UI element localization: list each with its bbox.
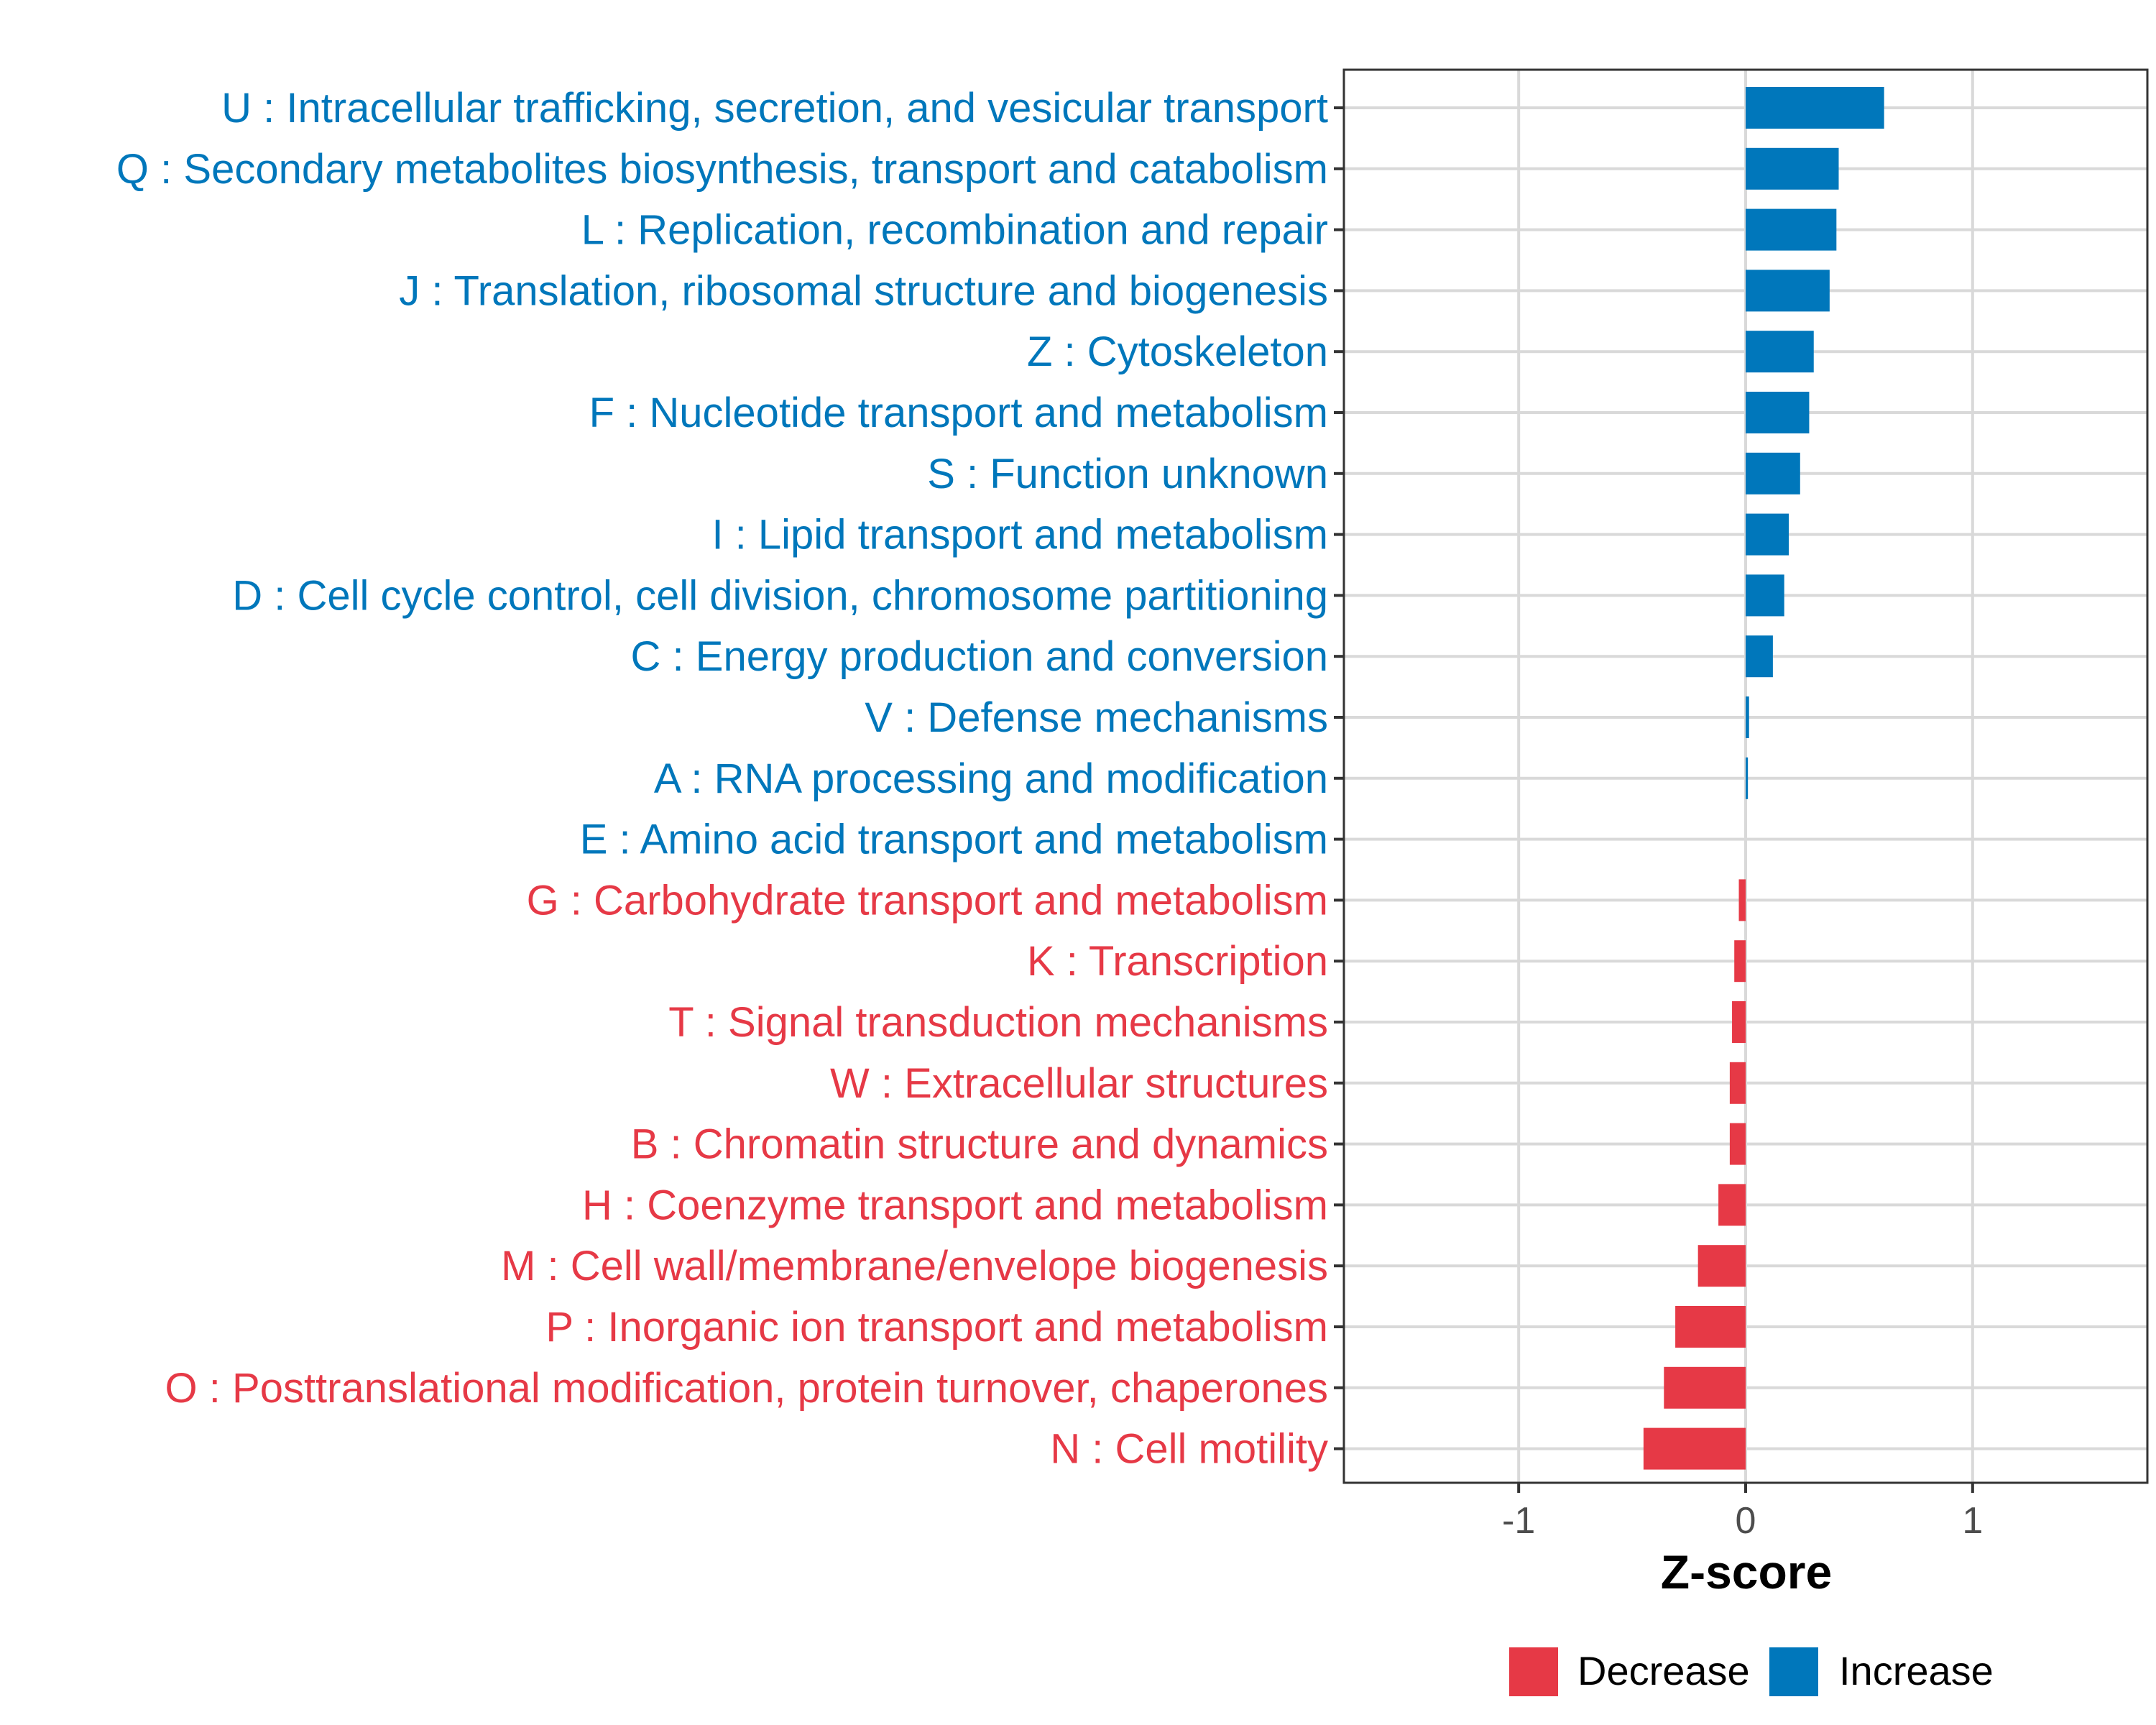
bar [1729, 1123, 1746, 1165]
x-axis-ticks: -1 0 1 [1502, 1483, 1983, 1542]
category-label: A : RNA processing and modification [654, 755, 1328, 802]
x-tick-label: 1 [1962, 1500, 1983, 1542]
x-tick-label: 0 [1736, 1500, 1756, 1542]
bar [1746, 696, 1749, 738]
bar [1746, 513, 1789, 556]
legend-swatch-increase [1769, 1647, 1818, 1696]
bar [1746, 574, 1784, 617]
bar [1738, 879, 1746, 921]
bar [1746, 270, 1830, 312]
bar [1643, 1427, 1746, 1470]
category-label: O : Posttranslational modification, prot… [165, 1365, 1328, 1412]
bar [1746, 757, 1749, 799]
legend: Decrease Increase [1509, 1647, 1994, 1696]
category-label: N : Cell motility [1050, 1426, 1328, 1473]
category-label: W : Extracellular structures [830, 1060, 1328, 1107]
category-label: B : Chromatin structure and dynamics [631, 1121, 1328, 1168]
legend-swatch-decrease [1509, 1647, 1558, 1696]
bar [1746, 208, 1837, 251]
bar [1697, 1245, 1746, 1287]
x-axis-title: Z-score [1661, 1545, 1832, 1598]
category-label: C : Energy production and conversion [631, 633, 1328, 680]
plot-area [1342, 68, 2149, 1484]
bar [1746, 452, 1800, 494]
category-label: P : Inorganic ion transport and metaboli… [545, 1304, 1328, 1351]
x-tick-label: -1 [1502, 1500, 1535, 1542]
category-label: K : Transcription [1027, 938, 1328, 985]
category-label: M : Cell wall/membrane/envelope biogenes… [501, 1243, 1328, 1289]
legend-label-increase: Increase [1839, 1648, 1994, 1693]
category-label: V : Defense mechanisms [865, 694, 1328, 741]
legend-label-decrease: Decrease [1577, 1648, 1750, 1693]
category-label: U : Intracellular trafficking, secretion… [221, 85, 1328, 132]
bar [1675, 1306, 1746, 1348]
bar [1718, 1184, 1746, 1226]
bar [1746, 392, 1810, 433]
category-labels: U : Intracellular trafficking, secretion… [116, 85, 1344, 1473]
category-label: E : Amino acid transport and metabolism [580, 816, 1328, 863]
category-label: Q : Secondary metabolites biosynthesis, … [116, 146, 1328, 193]
bar [1734, 940, 1746, 983]
bar [1732, 1001, 1746, 1043]
bar [1729, 1062, 1746, 1104]
category-label: G : Carbohydrate transport and metabolis… [527, 877, 1328, 924]
category-label: L : Replication, recombination and repai… [581, 207, 1328, 254]
bar [1746, 635, 1773, 678]
category-label: H : Coenzyme transport and metabolism [582, 1182, 1328, 1228]
category-label: T : Signal transduction mechanisms [668, 999, 1328, 1046]
category-label: F : Nucleotide transport and metabolism [589, 390, 1328, 436]
category-label: S : Function unknown [927, 451, 1328, 497]
category-label: D : Cell cycle control, cell division, c… [232, 572, 1328, 619]
category-label: I : Lipid transport and metabolism [711, 512, 1328, 558]
bar [1746, 147, 1839, 190]
category-label: J : Translation, ribosomal structure and… [399, 267, 1328, 314]
bar [1664, 1366, 1746, 1409]
bar [1746, 87, 1884, 129]
bar [1746, 331, 1814, 373]
category-label: Z : Cytoskeleton [1027, 328, 1328, 375]
